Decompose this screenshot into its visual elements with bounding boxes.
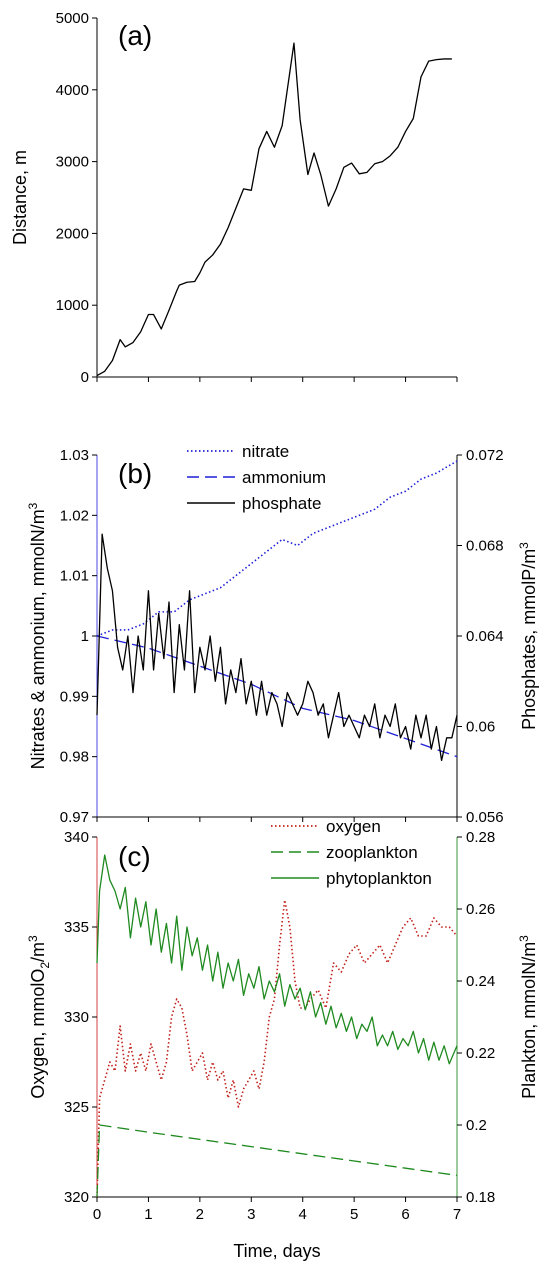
y-left-axis-title: Oxygen, mmolO2/m3	[26, 935, 52, 1099]
y-right-axis-title-text: Plankton, mmolN/m	[519, 942, 539, 1099]
y-left-axis-title-text: Nitrates & ammonium, mmolN/m	[28, 509, 48, 769]
y-tick-label: 0	[81, 369, 89, 386]
panel-a: 0 1000 2000 3000 4000 5000 Distance, m (a)	[10, 10, 458, 386]
y-left-axis-title: Nitrates & ammonium, mmolN/m3	[26, 502, 48, 769]
series-phosphate-line	[96, 533, 458, 762]
y-right-tick-label: 0.28	[466, 829, 495, 846]
y-tick-label: 1000	[56, 297, 89, 314]
series-zooplankton-line	[96, 1124, 458, 1198]
y-right-tick-label: 0.22	[466, 1045, 495, 1062]
y-left-axis-title-sup: 3	[26, 935, 40, 942]
y-left-tick-label: 0.98	[60, 749, 89, 766]
x-axis-title: Time, days	[233, 1241, 320, 1261]
y-right-tick-label: 0.24	[466, 973, 495, 990]
legend-label-oxygen: oxygen	[326, 817, 381, 836]
series-oxygen-line	[96, 899, 458, 1198]
y-tick-label: 2000	[56, 225, 89, 242]
panel-b: 0.97 0.98 0.99 1 1.01 1.02 1.03 0.056 0.06 0.064 0…	[26, 442, 539, 826]
y-left-tick-label: 325	[64, 1099, 89, 1116]
y-left-tick-label: 330	[64, 1009, 89, 1026]
x-tick-label: 2	[196, 1206, 204, 1223]
series-ammonium-line	[96, 635, 458, 758]
y-left-tick-label: 1.03	[60, 447, 89, 464]
y-tick-label: 4000	[56, 82, 89, 99]
x-tick-label: 0	[93, 1206, 101, 1223]
y-right-axis-title-sup: 3	[517, 542, 531, 549]
y-left-tick-label: 1.01	[60, 568, 89, 585]
y-left-axis-title-text: Oxygen, mmolO	[28, 969, 48, 1099]
y-right-tick-label: 0.26	[466, 901, 495, 918]
x-tick-label: 4	[299, 1206, 307, 1223]
y-right-tick-label: 0.056	[466, 809, 504, 826]
x-tick-label: 7	[453, 1206, 461, 1223]
y-left-tick-label: 1.02	[60, 507, 89, 524]
panel-label: (b)	[118, 458, 152, 489]
y-right-tick-label: 0.072	[466, 447, 504, 464]
y-right-tick-label: 0.064	[466, 628, 504, 645]
x-tick-label: 6	[401, 1206, 409, 1223]
panel-label: (c)	[118, 841, 151, 872]
y-tick-label: 5000	[56, 10, 89, 27]
legend-label-phosphate: phosphate	[242, 494, 321, 513]
series-nitrate-line	[96, 460, 458, 637]
y-right-tick-label: 0.06	[466, 719, 495, 736]
y-left-tick-label: 0.97	[60, 809, 89, 826]
x-tick-label: 5	[350, 1206, 358, 1223]
y-left-tick-label: 0.99	[60, 688, 89, 705]
series-phytoplankton-line	[96, 854, 458, 1065]
panel-label: (a)	[118, 20, 152, 51]
y-right-tick-label: 0.068	[466, 538, 504, 555]
legend-label-ammonium: ammonium	[242, 468, 326, 487]
y-tick-label: 3000	[56, 154, 89, 171]
series-distance-line	[96, 42, 452, 377]
y-left-axis-title-sub: 2	[38, 962, 52, 969]
y-right-axis-title: Phosphates, mmolP/m3	[517, 542, 539, 730]
x-tick-label: 3	[247, 1206, 255, 1223]
legend-label-phytoplankton: phytoplankton	[326, 869, 432, 888]
y-left-axis-title-sup: 3	[26, 502, 40, 509]
y-left-axis-title-tail: /m	[28, 942, 48, 962]
y-right-tick-label: 0.18	[466, 1189, 495, 1206]
y-left-tick-label: 340	[64, 829, 89, 846]
x-tick-label: 1	[144, 1206, 152, 1223]
y-left-tick-label: 1	[81, 628, 89, 645]
y-right-axis-title-sup: 3	[517, 935, 531, 942]
y-right-axis-title-text: Phosphates, mmolP/m	[519, 549, 539, 730]
y-axis-title: Distance, m	[10, 150, 30, 245]
y-right-tick-label: 0.2	[466, 1117, 487, 1134]
legend-label-nitrate: nitrate	[242, 442, 289, 461]
y-left-tick-label: 335	[64, 919, 89, 936]
y-right-axis-title: Plankton, mmolN/m3	[517, 935, 539, 1099]
legend-label-zooplankton: zooplankton	[326, 843, 418, 862]
y-left-tick-label: 320	[64, 1189, 89, 1206]
